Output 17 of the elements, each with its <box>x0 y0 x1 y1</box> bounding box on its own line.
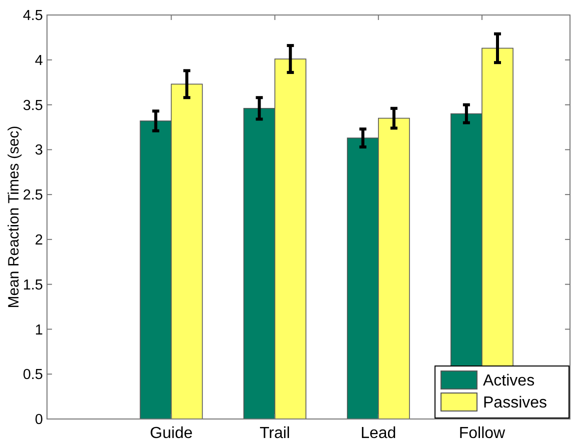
x-tick-label: Trail <box>260 425 290 442</box>
y-tick-label: 2.5 <box>22 188 43 204</box>
y-tick-label: 1 <box>34 322 43 338</box>
y-tick-label: 4 <box>34 52 43 69</box>
legend-label: Passives <box>483 394 548 412</box>
y-tick-label: 4.5 <box>22 8 43 24</box>
y-tick-label: 3.5 <box>22 98 43 114</box>
x-tick-label: Lead <box>360 425 396 442</box>
x-tick-label: Guide <box>150 425 193 442</box>
y-tick-label: 1.5 <box>22 277 43 294</box>
y-tick-label: 0.5 <box>22 367 43 384</box>
y-axis-title: Mean Reaction Times (sec) <box>5 126 22 308</box>
y-tick-label: 2 <box>34 232 43 249</box>
legend-label: Actives <box>483 372 535 390</box>
y-tick-label: 3 <box>34 142 43 159</box>
y-tick-label: 0 <box>34 412 43 428</box>
x-tick-label: Follow <box>458 425 506 442</box>
